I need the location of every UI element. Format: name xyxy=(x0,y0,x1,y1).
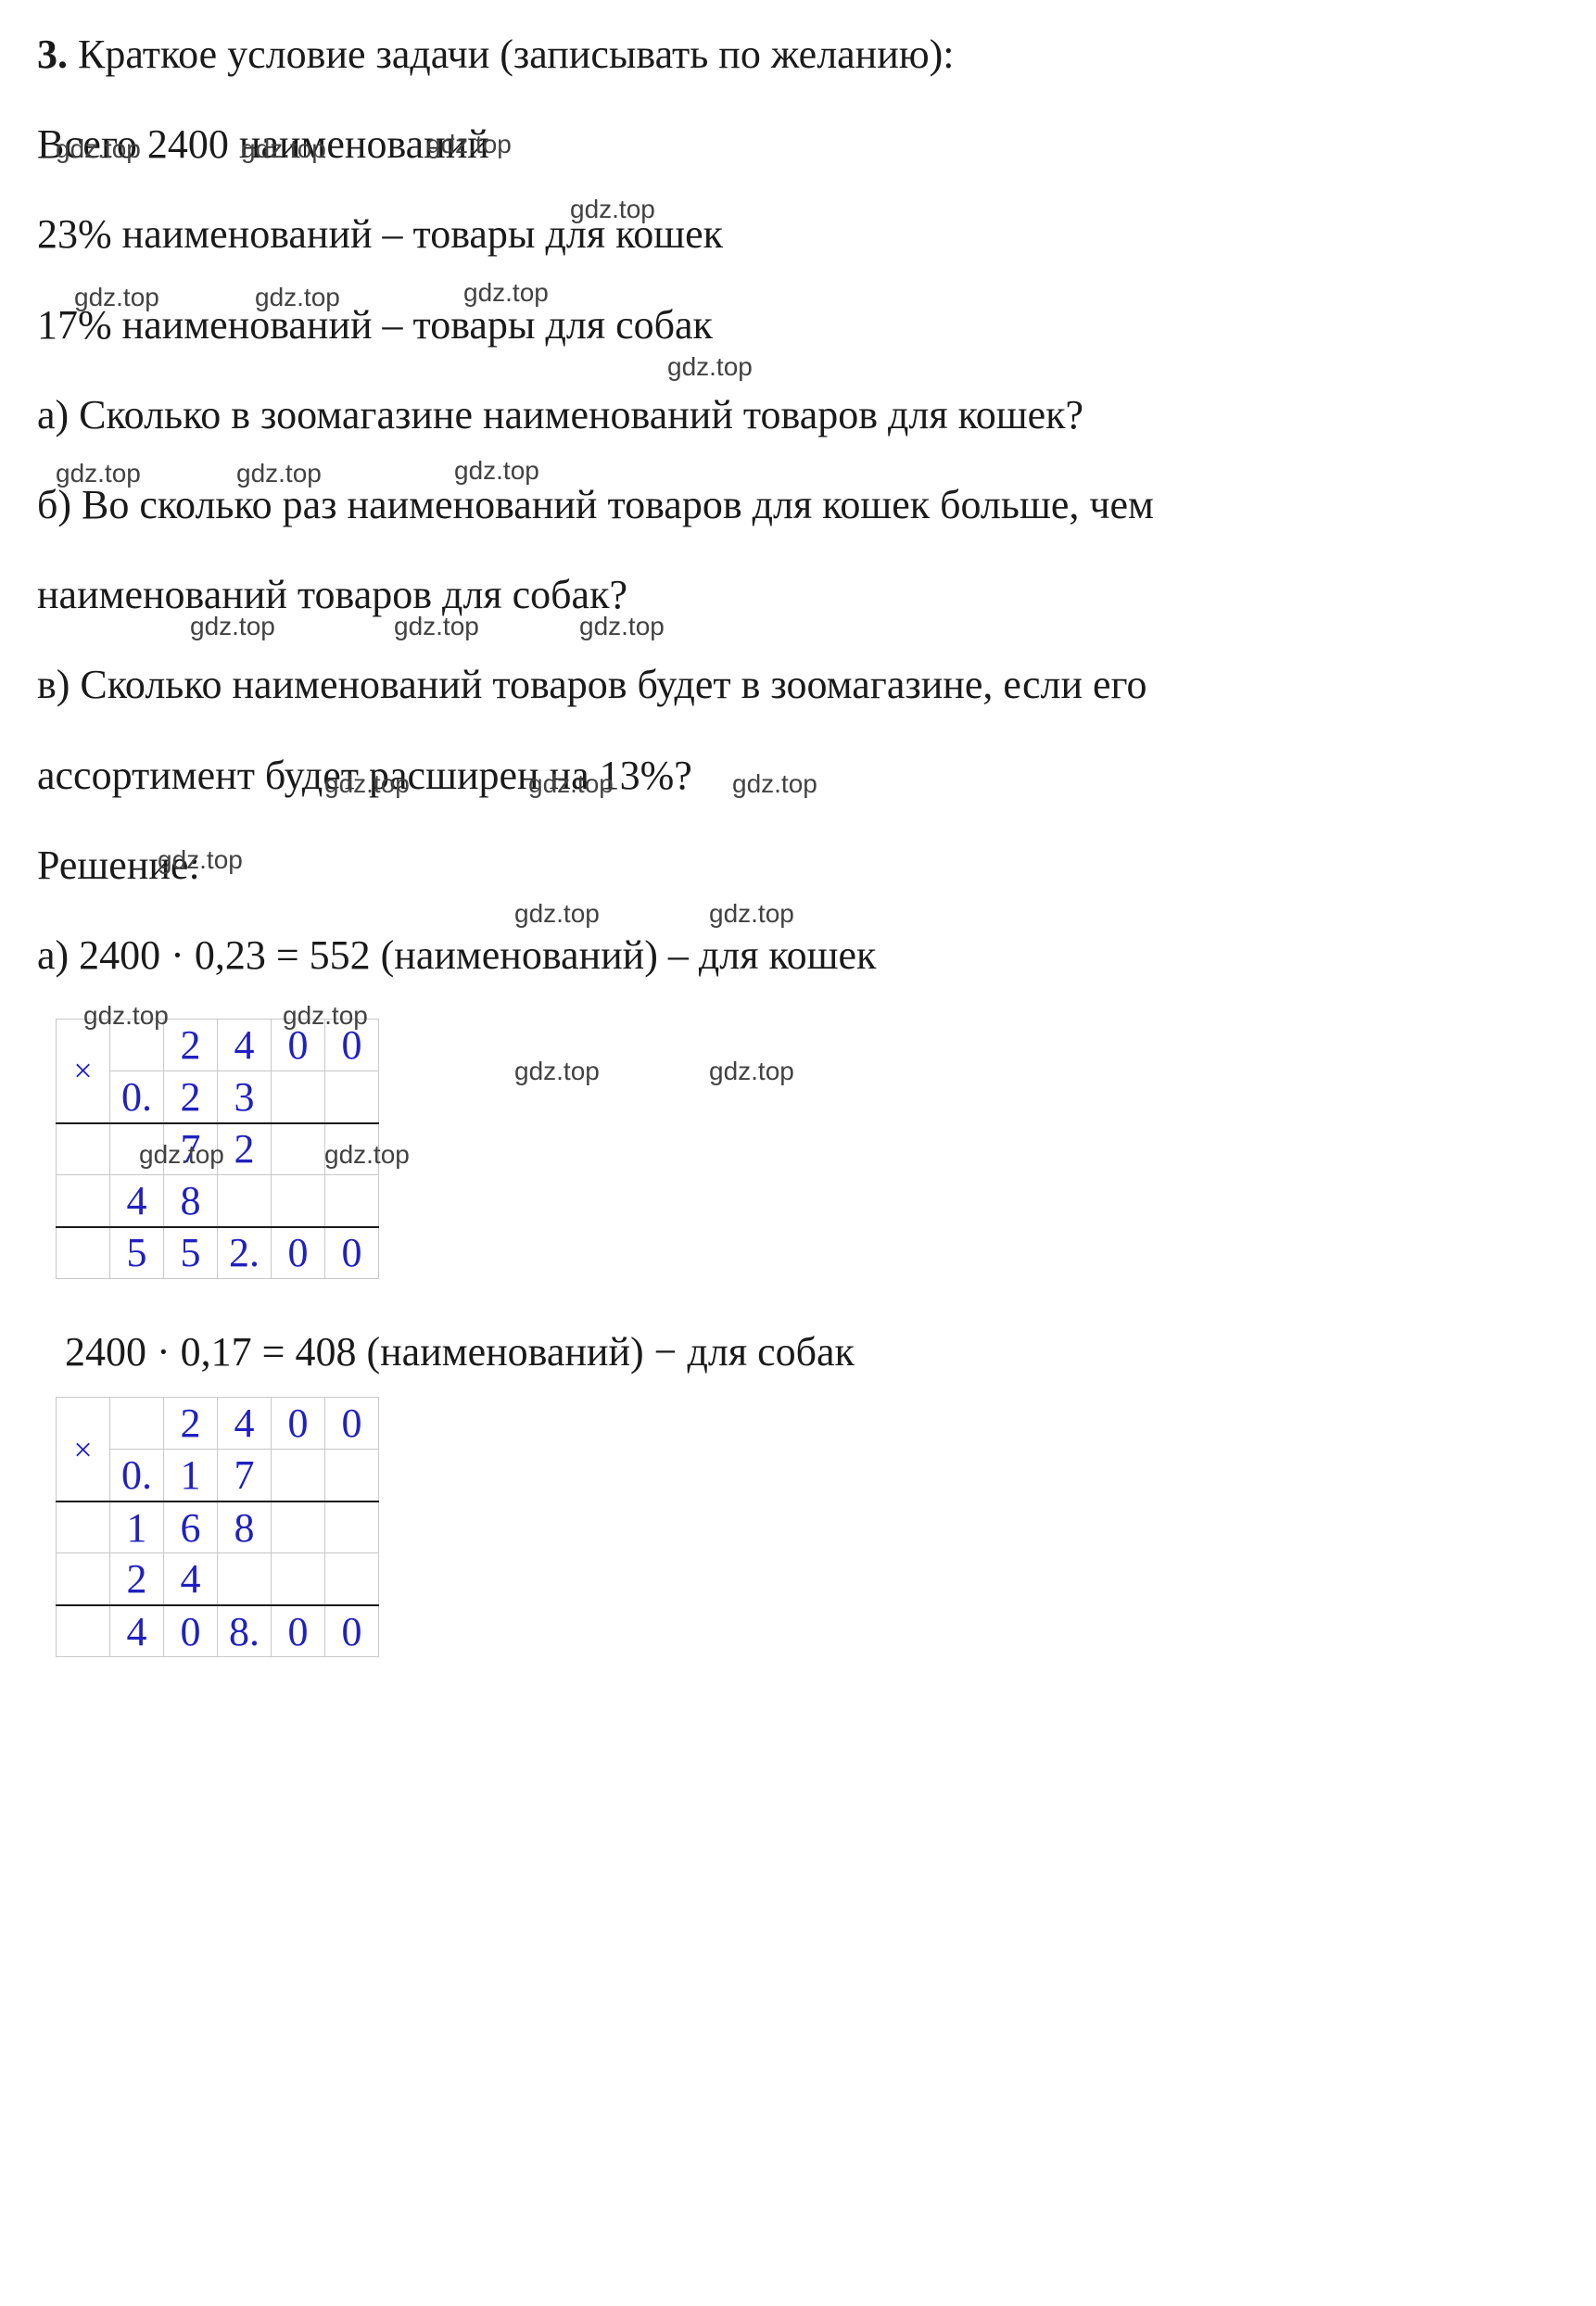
calc1-cell: 5 xyxy=(110,1227,164,1279)
calc1-cell xyxy=(57,1123,110,1175)
calc2-cell: 7 xyxy=(218,1450,272,1501)
calc2-cell: 6 xyxy=(164,1501,218,1553)
equation-b: 2400 · 0,17 = 408 (наименований) − для с… xyxy=(65,1325,1559,1378)
given-line-2: 23% наименований – товары для кошек xyxy=(37,208,1559,260)
watermark: gdz.top xyxy=(709,899,794,929)
calc1-cell: 8 xyxy=(164,1175,218,1227)
calc1-cell xyxy=(57,1227,110,1279)
calc1-cell: 0 xyxy=(325,1227,379,1279)
watermark: gdz.top xyxy=(667,352,753,382)
calc1-cell: 5 xyxy=(164,1227,218,1279)
calc2-cell: 2 xyxy=(110,1553,164,1605)
calc1-cell: 2. xyxy=(218,1227,272,1279)
calc-table-2: × 2 4 0 0 0. 1 7 1 6 8 2 4 4 0 8. 0 0 xyxy=(56,1397,379,1657)
given-line-3: 17% наименований – товары для собак xyxy=(37,298,1559,351)
calc2-cell xyxy=(57,1501,110,1553)
equation-a: а) 2400 · 0,23 = 552 (наименований) – дл… xyxy=(37,929,1559,982)
solution-label: Решение: xyxy=(37,839,1559,892)
question-b-2: наименований товаров для собак? xyxy=(37,568,1559,621)
question-b-1: б) Во сколько раз наименований товаров д… xyxy=(37,478,1559,531)
calc2-cell xyxy=(110,1398,164,1450)
calc2-cell: 0 xyxy=(325,1398,379,1450)
calc1-cell: 0 xyxy=(325,1020,379,1071)
calc1-cell: 0 xyxy=(272,1227,325,1279)
calc2-cell: 8. xyxy=(218,1605,272,1657)
calc2-cell: 0 xyxy=(164,1605,218,1657)
title-line: 3. Краткое условие задачи (записывать по… xyxy=(37,28,1559,81)
calc1-cell: 0. xyxy=(110,1071,164,1123)
title-number: 3. xyxy=(37,32,68,77)
calc1-cell xyxy=(325,1071,379,1123)
calc1-row-1: × 2 4 0 0 xyxy=(57,1020,379,1071)
calc1-cell: 2 xyxy=(164,1071,218,1123)
watermark: gdz.top xyxy=(709,1057,794,1086)
calc1-cell xyxy=(272,1071,325,1123)
calc1-cell: 4 xyxy=(110,1175,164,1227)
watermark: gdz.top xyxy=(514,1057,600,1086)
calc2-row-3: 1 6 8 xyxy=(57,1501,379,1553)
calc1-row-4: 4 8 xyxy=(57,1175,379,1227)
calc1-row-3: 7 2 xyxy=(57,1123,379,1175)
given-line-1: Всего 2400 наименований xyxy=(37,118,1559,171)
question-c-1: в) Сколько наименований товаров будет в … xyxy=(37,658,1559,711)
calc2-cell xyxy=(272,1501,325,1553)
calc1-sign: × xyxy=(57,1020,110,1123)
calc2-cell: 8 xyxy=(218,1501,272,1553)
calc2-cell: 1 xyxy=(110,1501,164,1553)
calc2-cell xyxy=(272,1450,325,1501)
watermark: gdz.top xyxy=(514,899,600,929)
calc1-cell: 2 xyxy=(218,1123,272,1175)
calc2-cell xyxy=(325,1501,379,1553)
question-c-2: ассортимент будет расширен на 13%? xyxy=(37,749,1559,802)
calc1-cell: 4 xyxy=(218,1020,272,1071)
calc1-cell xyxy=(57,1175,110,1227)
calc2-row-4: 2 4 xyxy=(57,1553,379,1605)
calc2-cell xyxy=(57,1605,110,1657)
calc2-cell: 0 xyxy=(272,1605,325,1657)
calc-table-1: × 2 4 0 0 0. 2 3 7 2 4 8 5 5 2. 0 0 xyxy=(56,1019,379,1279)
calc2-cell xyxy=(325,1553,379,1605)
calc2-cell xyxy=(57,1553,110,1605)
calc2-sign: × xyxy=(57,1398,110,1501)
calc2-cell: 1 xyxy=(164,1450,218,1501)
calc1-cell xyxy=(110,1020,164,1071)
question-a: а) Сколько в зоомагазине наименований то… xyxy=(37,388,1559,441)
calc1-cell: 7 xyxy=(164,1123,218,1175)
calc2-cell: 4 xyxy=(110,1605,164,1657)
calc2-cell: 4 xyxy=(218,1398,272,1450)
calc2-cell: 2 xyxy=(164,1398,218,1450)
calc2-cell: 0 xyxy=(272,1398,325,1450)
calc2-cell: 0 xyxy=(325,1605,379,1657)
calc1-cell: 3 xyxy=(218,1071,272,1123)
calc1-cell xyxy=(272,1175,325,1227)
calc2-cell xyxy=(218,1553,272,1605)
calc2-cell xyxy=(272,1553,325,1605)
calc2-row-5: 4 0 8. 0 0 xyxy=(57,1605,379,1657)
calc1-cell: 2 xyxy=(164,1020,218,1071)
calc1-cell: 0 xyxy=(272,1020,325,1071)
calc1-cell xyxy=(325,1123,379,1175)
calc1-cell xyxy=(272,1123,325,1175)
title-text: Краткое условие задачи (записывать по же… xyxy=(68,32,955,77)
calc2-row-1: × 2 4 0 0 xyxy=(57,1398,379,1450)
calc2-cell: 4 xyxy=(164,1553,218,1605)
calc1-cell xyxy=(325,1175,379,1227)
calc2-cell: 0. xyxy=(110,1450,164,1501)
calc1-row-5: 5 5 2. 0 0 xyxy=(57,1227,379,1279)
calc2-cell xyxy=(325,1450,379,1501)
calc1-cell xyxy=(110,1123,164,1175)
calc1-cell xyxy=(218,1175,272,1227)
